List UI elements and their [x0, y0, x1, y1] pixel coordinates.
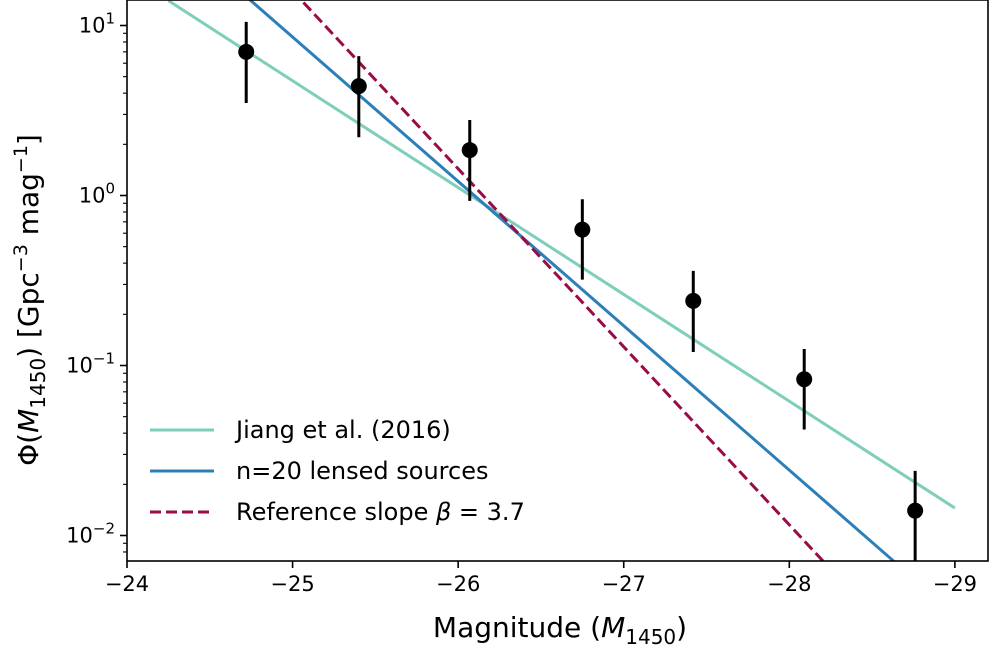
series-line-3 — [299, 0, 826, 561]
legend: Jiang et al. (2016) n=20 lensed sources Re… — [150, 416, 525, 526]
data-point — [796, 371, 813, 388]
legend-label-1: Jiang et al. (2016) — [234, 416, 451, 444]
x-tick-label: −26 — [436, 572, 480, 596]
x-tick-label: −24 — [105, 572, 149, 596]
x-tick-label: −28 — [767, 572, 811, 596]
y-tick-label: 10−1 — [66, 350, 115, 378]
legend-label-2: n=20 lensed sources — [236, 457, 488, 485]
x-tick-label: −25 — [270, 572, 314, 596]
y-tick-label: 100 — [79, 180, 115, 208]
x-tick-label: −27 — [602, 572, 646, 596]
plot-frame — [126, 0, 989, 562]
data-point — [238, 43, 255, 60]
data-point — [350, 78, 367, 95]
y-tick-label: 101 — [79, 10, 115, 38]
data-point — [685, 292, 702, 309]
series-line-2 — [247, 0, 896, 561]
series-line-1 — [167, 0, 956, 510]
y-tick-label: 10−2 — [66, 520, 115, 548]
x-axis-label: Magnitude (M1450) — [433, 611, 687, 645]
y-axis-label: Φ(M1450) [Gpc−3 mag−1] — [10, 134, 50, 466]
data-point — [461, 142, 478, 159]
data-point — [907, 502, 924, 519]
legend-label-3: Reference slope β = 3.7 — [236, 498, 525, 526]
x-tick-label: −29 — [933, 572, 977, 596]
data-point — [574, 221, 591, 238]
